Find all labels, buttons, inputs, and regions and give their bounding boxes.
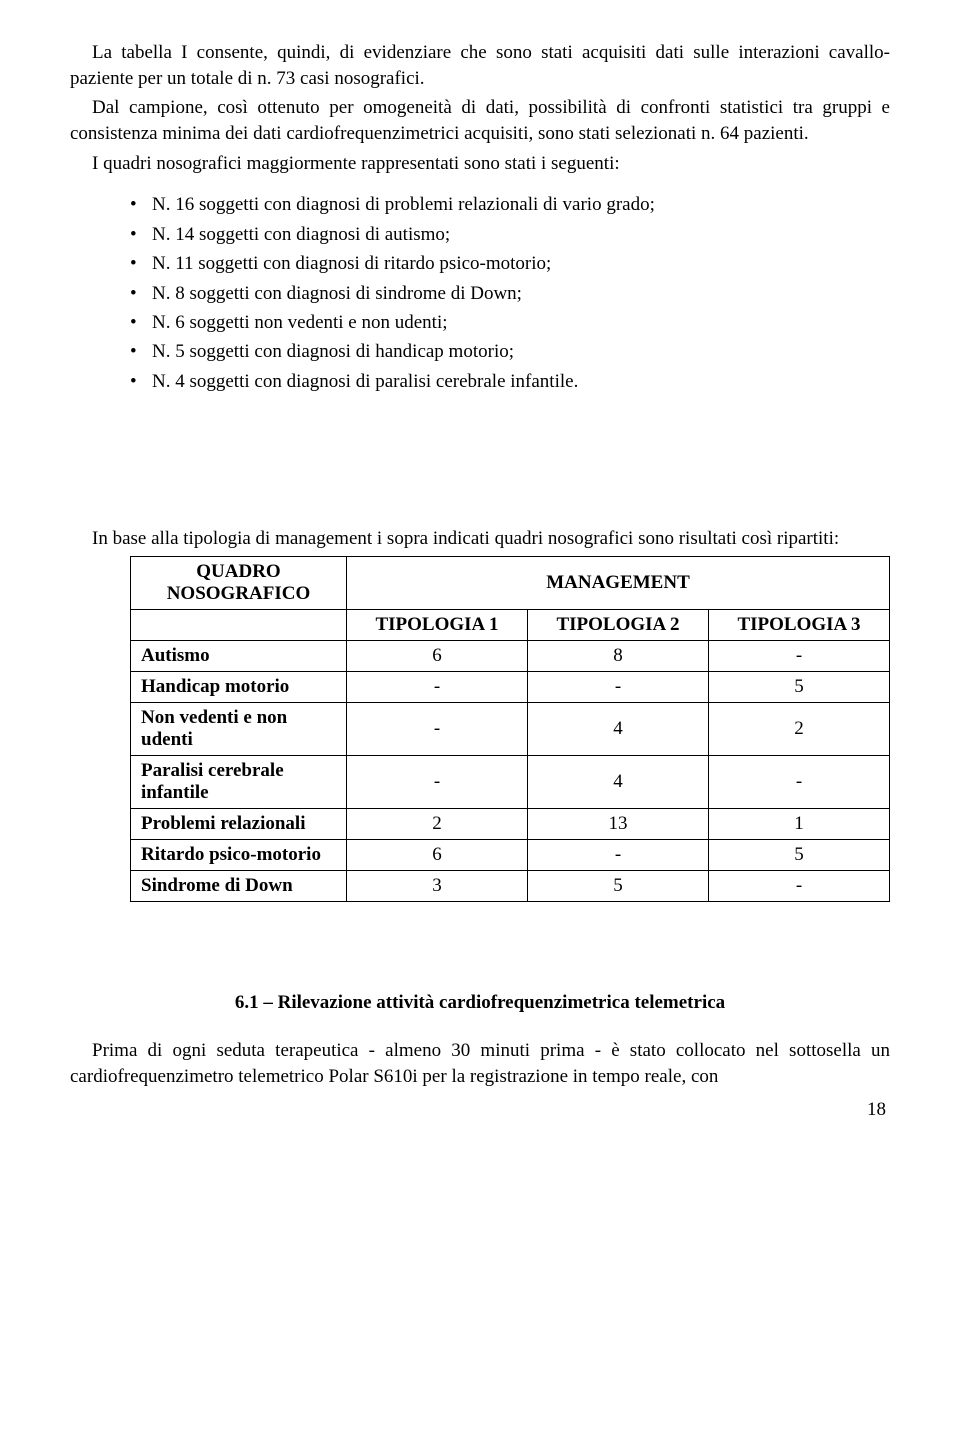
paragraph: I quadri nosografici maggiormente rappre… — [70, 151, 890, 177]
table-cell: - — [346, 702, 527, 755]
page-number: 18 — [70, 1099, 890, 1121]
table-cell: - — [346, 755, 527, 808]
table-cell: 4 — [527, 702, 708, 755]
management-table: QUADRO NOSOGRAFICO MANAGEMENT TIPOLOGIA … — [130, 556, 890, 902]
list-item: N. 5 soggetti con diagnosi di handicap m… — [130, 337, 890, 366]
list-item: N. 16 soggetti con diagnosi di problemi … — [130, 190, 890, 219]
table-row-label: Sindrome di Down — [131, 870, 347, 901]
paragraph: In base alla tipologia di management i s… — [70, 526, 890, 552]
table-cell: - — [527, 671, 708, 702]
table-row: Handicap motorio - - 5 — [131, 671, 890, 702]
table-row-label: Non vedenti e non udenti — [131, 702, 347, 755]
section-heading: 6.1 – Rilevazione attività cardiofrequen… — [70, 992, 890, 1014]
table-row-label: Paralisi cerebrale infantile — [131, 755, 347, 808]
table-cell: 5 — [527, 870, 708, 901]
table-empty-cell — [131, 609, 347, 640]
table-col-header: TIPOLOGIA 3 — [708, 609, 889, 640]
list-item: N. 8 soggetti con diagnosi di sindrome d… — [130, 279, 890, 308]
table-row: Sindrome di Down 3 5 - — [131, 870, 890, 901]
table-subheader-row: TIPOLOGIA 1 TIPOLOGIA 2 TIPOLOGIA 3 — [131, 609, 890, 640]
table-cell: - — [346, 671, 527, 702]
list-item: N. 11 soggetti con diagnosi di ritardo p… — [130, 249, 890, 278]
table-cell: - — [527, 839, 708, 870]
list-item: N. 4 soggetti con diagnosi di paralisi c… — [130, 367, 890, 396]
table-cell: - — [708, 640, 889, 671]
table-row-label: Problemi relazionali — [131, 808, 347, 839]
table-cell: 5 — [708, 839, 889, 870]
table-cell: 4 — [527, 755, 708, 808]
table-cell: 13 — [527, 808, 708, 839]
table-row: Non vedenti e non udenti - 4 2 — [131, 702, 890, 755]
table-col-header: TIPOLOGIA 2 — [527, 609, 708, 640]
document-page: La tabella I consente, quindi, di eviden… — [0, 0, 960, 1161]
table-header-left: QUADRO NOSOGRAFICO — [131, 556, 347, 609]
bullet-list: N. 16 soggetti con diagnosi di problemi … — [70, 190, 890, 396]
paragraph: La tabella I consente, quindi, di eviden… — [70, 40, 890, 91]
table-cell: 3 — [346, 870, 527, 901]
table-row-label: Autismo — [131, 640, 347, 671]
table-col-header: TIPOLOGIA 1 — [346, 609, 527, 640]
table-cell: 2 — [346, 808, 527, 839]
table-row: Paralisi cerebrale infantile - 4 - — [131, 755, 890, 808]
table-row-label: Handicap motorio — [131, 671, 347, 702]
table-row: Autismo 6 8 - — [131, 640, 890, 671]
table-cell: - — [708, 755, 889, 808]
table-row-label: Ritardo psico-motorio — [131, 839, 347, 870]
list-item: N. 6 soggetti non vedenti e non udenti; — [130, 308, 890, 337]
table-cell: 6 — [346, 640, 527, 671]
table-cell: - — [708, 870, 889, 901]
table-cell: 6 — [346, 839, 527, 870]
paragraph: Prima di ogni seduta terapeutica - almen… — [70, 1038, 890, 1089]
table-header-row: QUADRO NOSOGRAFICO MANAGEMENT — [131, 556, 890, 609]
list-item: N. 14 soggetti con diagnosi di autismo; — [130, 220, 890, 249]
table-cell: 5 — [708, 671, 889, 702]
table-header-right: MANAGEMENT — [346, 556, 889, 609]
table-row: Problemi relazionali 2 13 1 — [131, 808, 890, 839]
paragraph: Dal campione, così ottenuto per omogenei… — [70, 95, 890, 146]
table-cell: 2 — [708, 702, 889, 755]
table-cell: 8 — [527, 640, 708, 671]
table-row: Ritardo psico-motorio 6 - 5 — [131, 839, 890, 870]
table-cell: 1 — [708, 808, 889, 839]
